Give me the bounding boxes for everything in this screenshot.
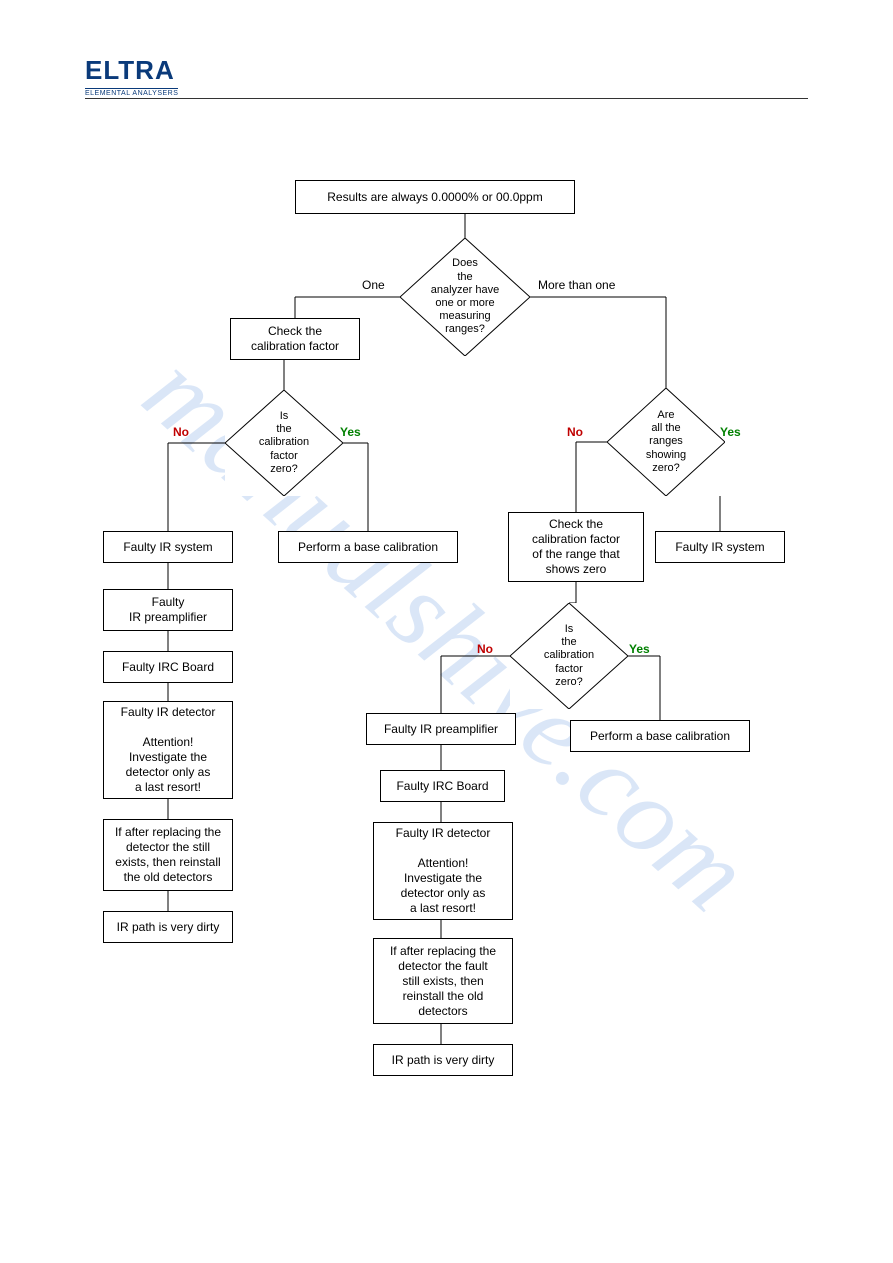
decision-d4: Isthecalibrationfactorzero? xyxy=(510,603,628,709)
node-text: If after replacing thedetector the fault… xyxy=(390,944,496,1019)
node-n6: Faulty IR system xyxy=(655,531,785,563)
decision-text: Doestheanalyzer haveone or moremeasuring… xyxy=(400,238,530,356)
decision-text: Isthecalibrationfactorzero? xyxy=(225,390,343,496)
node-n5: Check thecalibration factorof the range … xyxy=(508,512,644,582)
decision-d2: Isthecalibrationfactorzero? xyxy=(225,390,343,496)
decision-d1: Doestheanalyzer haveone or moremeasuring… xyxy=(400,238,530,356)
node-n11: IR path is very dirty xyxy=(103,911,233,943)
node-n3: Faulty IR system xyxy=(103,531,233,563)
node-n1: Results are always 0.0000% or 00.0ppm xyxy=(295,180,575,214)
node-text: If after replacing thedetector the still… xyxy=(115,825,221,885)
node-text: Results are always 0.0000% or 00.0ppm xyxy=(327,190,542,205)
node-n16: If after replacing thedetector the fault… xyxy=(373,938,513,1024)
edge-label: No xyxy=(567,425,583,439)
node-n10: If after replacing thedetector the still… xyxy=(103,819,233,891)
node-n8: Faulty IRC Board xyxy=(103,651,233,683)
node-text: Check thecalibration factor xyxy=(251,324,339,354)
node-n12: Faulty IR preamplifier xyxy=(366,713,516,745)
flowchart: Results are always 0.0000% or 00.0ppm Doe… xyxy=(0,0,893,1263)
node-n13: Perform a base calibration xyxy=(570,720,750,752)
node-n9: Faulty IR detectorAttention!Investigate … xyxy=(103,701,233,799)
edge-label: Yes xyxy=(340,425,361,439)
node-text: Faulty IR preamplifier xyxy=(384,722,498,737)
node-text: Faulty IR detectorAttention!Investigate … xyxy=(121,705,216,795)
decision-d3: Areall therangesshowingzero? xyxy=(607,388,725,496)
edge-label: One xyxy=(362,278,385,292)
node-text: IR path is very dirty xyxy=(392,1053,495,1068)
node-n2: Check thecalibration factor xyxy=(230,318,360,360)
node-text: Perform a base calibration xyxy=(298,540,438,555)
edge-label: Yes xyxy=(629,642,650,656)
node-text: IR path is very dirty xyxy=(117,920,220,935)
edge-label: No xyxy=(173,425,189,439)
node-text: Perform a base calibration xyxy=(590,729,730,744)
decision-text: Areall therangesshowingzero? xyxy=(607,388,725,496)
edge-label: Yes xyxy=(720,425,741,439)
edge-label: More than one xyxy=(538,278,615,292)
node-n7: FaultyIR preamplifier xyxy=(103,589,233,631)
node-text: Faulty IR system xyxy=(675,540,764,555)
node-text: FaultyIR preamplifier xyxy=(129,595,207,625)
node-n15: Faulty IR detectorAttention!Investigate … xyxy=(373,822,513,920)
node-text: Faulty IR system xyxy=(123,540,212,555)
node-text: Check thecalibration factorof the range … xyxy=(532,517,620,577)
node-text: Faulty IRC Board xyxy=(396,779,488,794)
node-n4: Perform a base calibration xyxy=(278,531,458,563)
node-n14: Faulty IRC Board xyxy=(380,770,505,802)
decision-text: Isthecalibrationfactorzero? xyxy=(510,603,628,709)
page: ELTRA ELEMENTAL ANALYSERS manualshive.co… xyxy=(0,0,893,1263)
node-n17: IR path is very dirty xyxy=(373,1044,513,1076)
node-text: Faulty IRC Board xyxy=(122,660,214,675)
node-text: Faulty IR detectorAttention!Investigate … xyxy=(396,826,491,916)
edge-label: No xyxy=(477,642,493,656)
